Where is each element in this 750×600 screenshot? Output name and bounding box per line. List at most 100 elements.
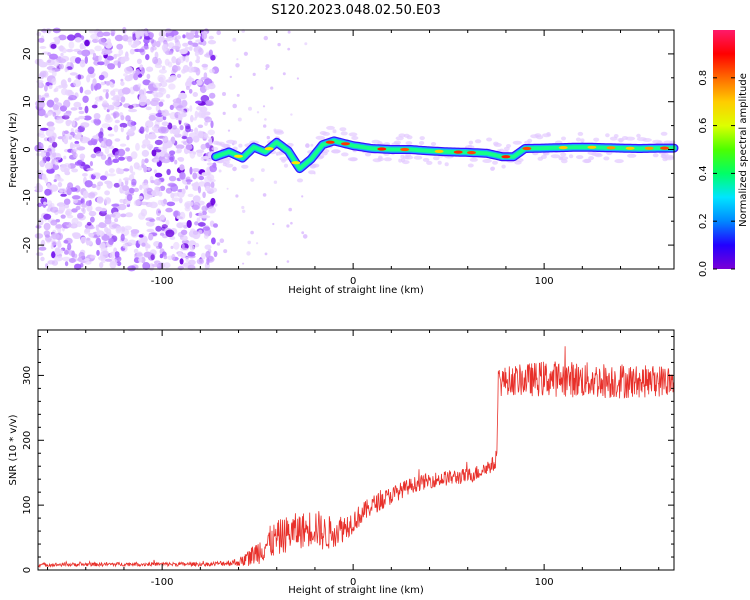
ridge-halo-blob bbox=[275, 151, 283, 156]
noise-blob bbox=[176, 73, 182, 78]
ridge-halo-blob bbox=[474, 139, 482, 144]
noise-dot bbox=[232, 103, 237, 109]
noise-blob bbox=[50, 203, 55, 208]
noise-blob bbox=[127, 265, 136, 272]
noise-blob bbox=[123, 73, 128, 77]
noise-blob bbox=[51, 233, 60, 240]
noise-dot bbox=[283, 163, 289, 168]
noise-blob bbox=[73, 101, 82, 108]
noise-blob bbox=[159, 253, 164, 259]
noise-blob bbox=[176, 215, 180, 219]
ridge-halo-blob bbox=[321, 151, 328, 156]
noise-blob bbox=[189, 105, 193, 112]
noise-blob bbox=[54, 247, 61, 255]
noise-blob bbox=[152, 56, 159, 64]
noise-blob bbox=[201, 63, 209, 68]
noise-blob bbox=[189, 245, 195, 251]
noise-blob bbox=[145, 33, 149, 37]
noise-blob bbox=[181, 136, 188, 140]
noise-blob bbox=[161, 121, 169, 126]
noise-blob bbox=[184, 46, 190, 50]
noise-dot bbox=[235, 63, 240, 68]
ridge-halo-blob bbox=[331, 149, 341, 154]
noise-blob bbox=[64, 67, 68, 73]
noise-blob bbox=[138, 257, 143, 263]
noise-dot bbox=[265, 64, 270, 69]
noise-dot bbox=[302, 234, 308, 239]
noise-blob bbox=[211, 237, 216, 245]
noise-blob bbox=[77, 212, 84, 219]
noise-blob bbox=[38, 82, 42, 87]
colorbar-tick-label: 0.2 bbox=[698, 213, 709, 229]
noise-blob bbox=[192, 135, 200, 143]
noise-blob bbox=[60, 52, 64, 57]
ridge-halo-blob bbox=[560, 152, 567, 157]
noise-dot bbox=[287, 47, 291, 51]
noise-blob bbox=[139, 201, 149, 206]
noise-blob bbox=[44, 162, 54, 170]
noise-blob bbox=[71, 250, 75, 258]
noise-blob bbox=[187, 40, 193, 45]
noise-blob bbox=[66, 188, 72, 196]
noise-blob bbox=[135, 69, 141, 76]
noise-blob bbox=[72, 143, 76, 149]
noise-blob bbox=[197, 222, 206, 227]
ridge-halo-blob bbox=[486, 137, 493, 142]
noise-blob bbox=[140, 208, 148, 217]
noise-blob bbox=[161, 224, 168, 229]
noise-blob bbox=[120, 78, 124, 82]
noise-blob bbox=[88, 210, 97, 217]
noise-blob bbox=[209, 68, 215, 74]
noise-blob bbox=[206, 162, 213, 166]
noise-blob bbox=[184, 205, 191, 212]
noise-blob bbox=[96, 119, 102, 125]
noise-blob bbox=[118, 178, 122, 187]
noise-blob bbox=[150, 180, 155, 184]
noise-blob bbox=[104, 116, 113, 123]
noise-blob bbox=[146, 66, 154, 72]
noise-blob bbox=[72, 222, 77, 228]
spectrogram-x-tick-label: -100 bbox=[151, 276, 174, 287]
ridge-halo-blob bbox=[433, 156, 440, 161]
ridge-hotspot bbox=[587, 145, 597, 149]
noise-blob bbox=[93, 118, 97, 124]
noise-blob bbox=[173, 241, 180, 250]
noise-blob bbox=[84, 39, 90, 47]
noise-dot bbox=[282, 72, 286, 76]
noise-blob bbox=[83, 258, 90, 262]
noise-blob bbox=[141, 45, 150, 50]
noise-blob bbox=[57, 136, 64, 140]
noise-blob bbox=[104, 226, 109, 233]
noise-blob bbox=[109, 83, 115, 88]
noise-blob bbox=[192, 92, 198, 97]
noise-blob bbox=[211, 146, 219, 151]
noise-blob bbox=[37, 108, 46, 117]
noise-blob bbox=[149, 32, 154, 39]
noise-blob bbox=[189, 211, 193, 219]
noise-blob bbox=[210, 197, 216, 206]
noise-blob bbox=[114, 251, 120, 258]
noise-blob bbox=[181, 99, 188, 108]
noise-blob bbox=[59, 63, 64, 70]
noise-blob bbox=[120, 115, 125, 121]
noise-blob bbox=[158, 241, 163, 249]
noise-blob bbox=[192, 168, 200, 173]
noise-blob bbox=[158, 101, 164, 107]
noise-blob bbox=[40, 256, 45, 262]
noise-blob bbox=[111, 32, 115, 37]
noise-blob bbox=[185, 185, 189, 190]
ridge-halo-blob bbox=[310, 163, 317, 168]
ridge-halo-blob bbox=[499, 148, 505, 153]
ridge-halo-blob bbox=[222, 162, 227, 167]
noise-blob bbox=[48, 84, 53, 90]
noise-dot bbox=[263, 124, 267, 128]
noise-blob bbox=[188, 88, 193, 94]
noise-blob bbox=[194, 110, 199, 119]
noise-blob bbox=[85, 200, 92, 207]
noise-blob bbox=[117, 61, 121, 69]
noise-blob bbox=[201, 215, 211, 219]
noise-blob bbox=[169, 236, 176, 240]
noise-blob bbox=[53, 59, 60, 67]
noise-blob bbox=[185, 144, 193, 151]
noise-blob bbox=[56, 176, 62, 181]
